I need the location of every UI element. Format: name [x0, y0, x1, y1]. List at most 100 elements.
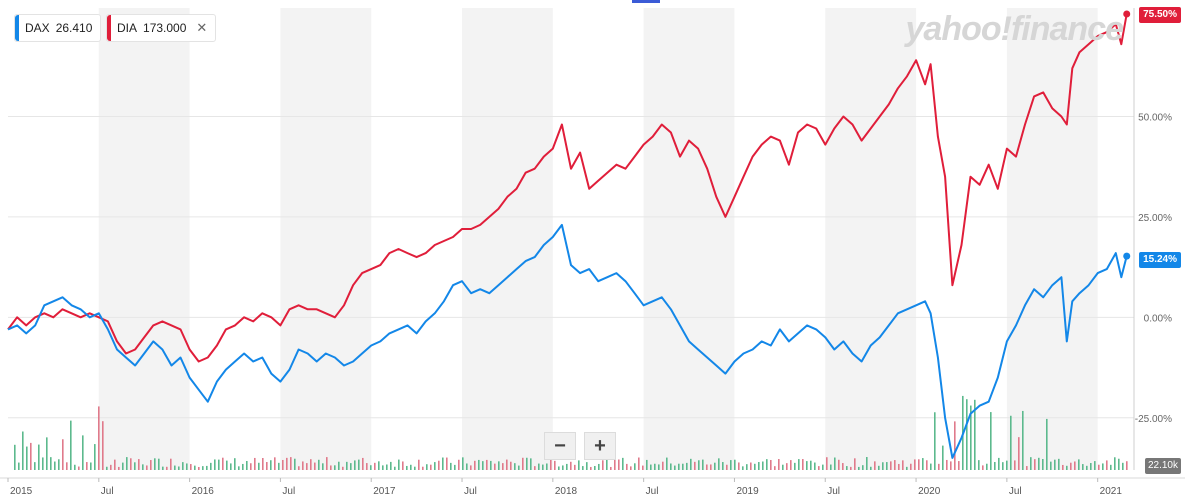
volume-bar	[322, 463, 324, 470]
close-icon[interactable]: ✕	[196, 20, 208, 35]
volume-bar	[770, 459, 772, 470]
volume-bar	[358, 459, 360, 470]
volume-bar	[686, 462, 688, 470]
volume-bar	[106, 466, 108, 470]
volume-bar	[754, 463, 756, 470]
volume-bar	[906, 466, 908, 470]
volume-bar	[298, 466, 300, 470]
x-tick-label: Jul	[282, 486, 295, 497]
period-band	[643, 8, 735, 470]
volume-bar	[1014, 460, 1016, 470]
volume-bar	[218, 459, 220, 470]
volume-bar	[350, 463, 352, 470]
volume-bar	[442, 457, 444, 470]
x-tick-label: 2021	[1100, 486, 1123, 497]
volume-bar	[586, 462, 588, 470]
volume-bar	[1054, 459, 1056, 470]
volume-bar	[1074, 461, 1076, 470]
volume-bar	[198, 466, 200, 470]
volume-bar	[858, 466, 860, 470]
volume-bar	[666, 457, 668, 470]
volume-bar	[850, 466, 852, 470]
zoom-in-button[interactable]: +	[584, 432, 616, 460]
volume-bar	[634, 463, 636, 470]
volume-bar	[786, 463, 788, 470]
volume-bar	[166, 466, 168, 470]
volume-bar	[902, 460, 904, 470]
volume-bar	[226, 460, 228, 470]
volume-bar	[882, 462, 884, 470]
volume-bar	[994, 461, 996, 470]
volume-bar	[618, 459, 620, 470]
period-band	[825, 8, 917, 470]
volume-bar	[1010, 415, 1012, 470]
volume-bar	[622, 457, 624, 470]
volume-bar	[950, 461, 952, 470]
legend-dax[interactable]: DAX 26.410	[14, 14, 102, 42]
volume-bar	[930, 463, 932, 470]
volume-bar	[978, 460, 980, 470]
volume-bar	[690, 458, 692, 470]
series-end-dot-dax	[1123, 252, 1131, 260]
volume-bar	[714, 462, 716, 470]
volume-bar	[86, 462, 88, 470]
volume-bar	[190, 464, 192, 470]
volume-bar	[998, 457, 1000, 470]
volume-bar	[230, 463, 232, 470]
volume-bar	[290, 457, 292, 470]
x-tick-label: 2016	[192, 486, 215, 497]
volume-bar	[30, 442, 32, 470]
volume-bar	[1070, 462, 1072, 470]
volume-bar	[482, 461, 484, 470]
legend-value: 26.410	[55, 21, 93, 35]
volume-bar	[1098, 464, 1100, 470]
volume-bar	[138, 459, 140, 470]
volume-bar	[1006, 460, 1008, 470]
legend-dia[interactable]: DIA 173.000 ✕	[106, 14, 217, 42]
volume-bar	[546, 463, 548, 470]
x-axis: 2015 Jul 2016 Jul 2017 Jul 2018 Jul 2019 Jul 2020 J…	[7, 478, 1123, 497]
zoom-out-button[interactable]: −	[544, 432, 576, 460]
volume-bar	[758, 462, 760, 470]
volume-bar	[54, 461, 56, 470]
volume-bar	[486, 459, 488, 470]
x-tick-label: 2015	[10, 486, 33, 497]
volume-bar	[914, 459, 916, 470]
volume-bar	[1078, 459, 1080, 470]
volume-bar	[438, 460, 440, 470]
legend-value: 173.000	[143, 21, 187, 35]
volume-bars	[14, 395, 1128, 470]
volume-bar	[370, 465, 372, 470]
volume-bar	[534, 466, 536, 470]
y-tick-label: 25.00%	[1138, 213, 1172, 224]
volume-bar	[498, 461, 500, 470]
volume-bar	[866, 457, 868, 470]
volume-bar	[274, 457, 276, 470]
volume-bar	[474, 460, 476, 470]
volume-bar	[294, 458, 296, 470]
volume-bar	[766, 459, 768, 470]
volume-bar	[922, 458, 924, 470]
legend-symbol: DAX	[25, 21, 50, 35]
volume-bar	[798, 459, 800, 470]
volume-bar	[638, 457, 640, 470]
volume-bar	[762, 461, 764, 470]
volume-bar	[1090, 463, 1092, 470]
volume-bar	[222, 457, 224, 470]
volume-bar	[898, 463, 900, 470]
volume-bar	[170, 458, 172, 470]
volume-bar	[466, 463, 468, 470]
volume-bar	[814, 462, 816, 470]
volume-bar	[590, 466, 592, 470]
volume-bar	[1038, 457, 1040, 470]
volume-bar	[430, 464, 432, 470]
yahoo-finance-watermark: yahoo!finance	[905, 10, 1124, 48]
y-axis: 50.00% 25.00% 0.00% -25.00%	[1135, 112, 1172, 424]
volume-bar	[262, 458, 264, 470]
volume-bar	[750, 462, 752, 470]
volume-bar	[742, 466, 744, 470]
volume-bar	[330, 465, 332, 470]
volume-bar	[490, 460, 492, 470]
volume-bar	[1046, 418, 1048, 470]
